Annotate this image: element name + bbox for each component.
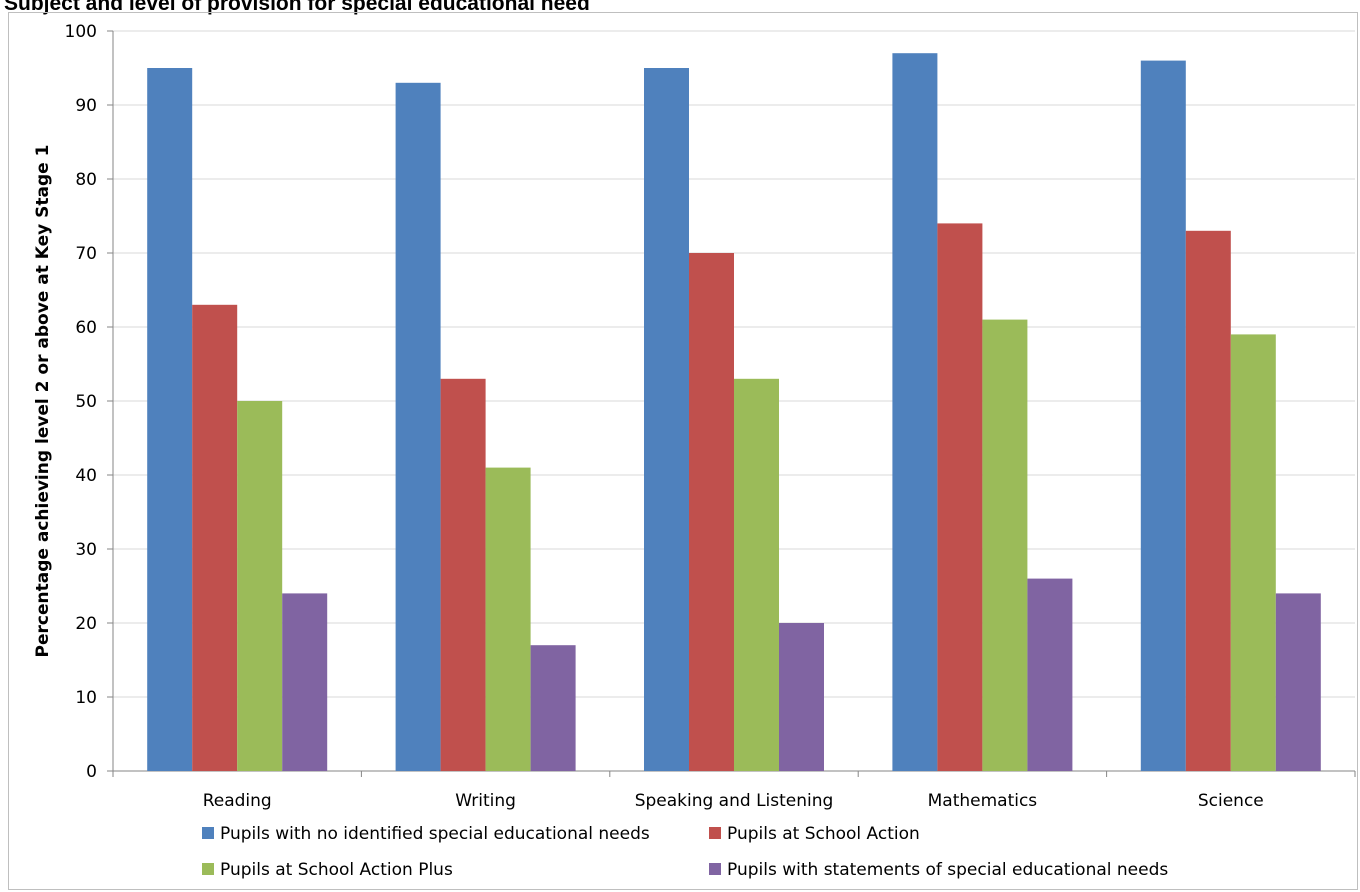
y-tick-label: 100 — [65, 22, 97, 42]
y-tick-label: 80 — [75, 170, 97, 190]
y-tick-label: 90 — [75, 96, 97, 116]
bar — [1027, 578, 1073, 771]
bar — [1275, 593, 1321, 771]
chart-title: Subject and level of provision for speci… — [4, 0, 590, 15]
bar — [644, 68, 689, 771]
bar — [237, 401, 283, 771]
legend-label: Pupils with no identified special educat… — [220, 824, 650, 844]
y-tick-label: 0 — [86, 762, 97, 782]
category-label: Speaking and Listening — [635, 791, 834, 811]
bar — [282, 593, 328, 771]
bar — [485, 467, 531, 771]
category-label: Science — [1198, 791, 1264, 811]
bar — [530, 645, 576, 771]
bar — [147, 68, 193, 771]
y-tick-label: 50 — [75, 392, 97, 412]
bar — [734, 378, 779, 771]
category-label: Reading — [203, 791, 272, 811]
legend-swatch — [709, 863, 721, 875]
bar — [1140, 60, 1186, 772]
bar — [779, 623, 824, 771]
legend-label: Pupils at School Action Plus — [220, 860, 453, 880]
legend-swatch — [709, 827, 721, 839]
bar — [1230, 334, 1276, 771]
legend-label: Pupils with statements of special educat… — [727, 860, 1168, 880]
bar — [395, 82, 441, 772]
category-label: Writing — [455, 791, 516, 811]
legend-swatch — [202, 827, 214, 839]
y-tick-label: 60 — [75, 318, 97, 338]
bar — [689, 253, 734, 771]
legend-label: Pupils at School Action — [727, 824, 920, 844]
y-axis-title: Percentage achieving level 2 or above at… — [33, 145, 53, 658]
y-tick-label: 10 — [75, 688, 97, 708]
y-tick-label: 20 — [75, 614, 97, 634]
legend-swatch — [202, 863, 214, 875]
y-tick-label: 30 — [75, 540, 97, 560]
bar — [192, 304, 238, 771]
bar — [1185, 230, 1231, 772]
bar — [892, 53, 938, 771]
bar — [440, 378, 486, 771]
y-tick-label: 40 — [75, 466, 97, 486]
bar — [937, 223, 983, 771]
category-label: Mathematics — [928, 791, 1038, 811]
chart-frame — [8, 12, 1358, 890]
y-tick-label: 70 — [75, 244, 97, 264]
bar — [982, 319, 1028, 771]
